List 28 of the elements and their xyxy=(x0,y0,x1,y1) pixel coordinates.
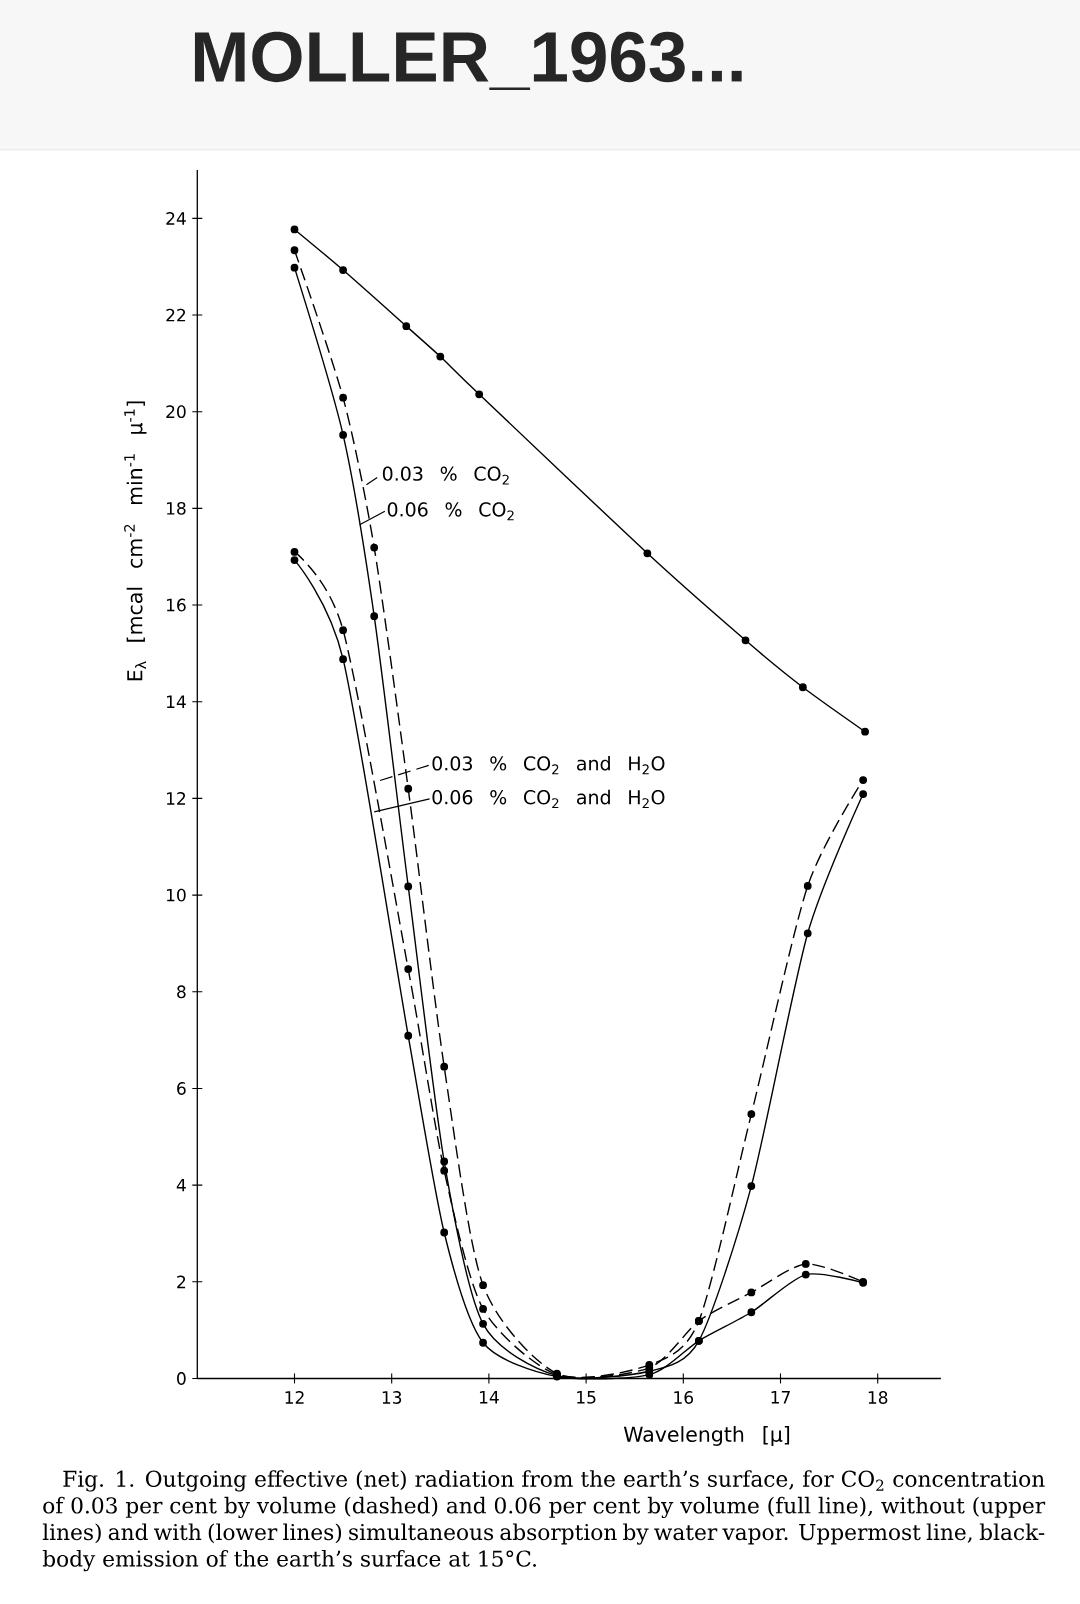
y-tick-label: 6 xyxy=(177,1082,186,1095)
y-tick-label: 2 xyxy=(177,1275,186,1289)
y-tick-label: 12 xyxy=(167,792,186,805)
x-axis-title: Wavelength [μ] xyxy=(623,1426,790,1446)
y-tick-label: 24 xyxy=(166,212,186,225)
caption: Fig. 1. Outgoing effective (net) radiation from the earth’s surface, for CO$_{2}$ concentration of 0.03 per cent by volume (dashed) and 0.06 per cent by volume (full line), without (upper lines) and with (lower lines) simultaneous absorption by water vapor. Uppermost line, black-body emission of the earth’s surface at 15°C. xyxy=(42,1470,1046,1572)
legend-label: 0.06 % CO$_{2}$ xyxy=(387,502,514,521)
x-tick-label: 17 xyxy=(771,1391,790,1404)
y-tick-label: 20 xyxy=(166,405,186,419)
y-tick-label: 18 xyxy=(167,501,186,515)
y-tick-label: 22 xyxy=(166,308,186,322)
y-tick-label: 14 xyxy=(167,695,186,708)
x-tick-label: 15 xyxy=(577,1391,596,1404)
y-tick-label: 0 xyxy=(177,1372,186,1385)
x-tick-label: 16 xyxy=(674,1391,694,1404)
x-tick-label: 13 xyxy=(382,1391,402,1404)
text: 0.06 % CO$_{2}$ and H$_{2}$O xyxy=(432,789,665,809)
y-tick-label: 8 xyxy=(177,985,186,999)
y-tick-label: 10 xyxy=(167,888,186,902)
text: E$_{λ}$ [mcal cm$^{-2}$ min$^{-1}$ μ$^{-1}$] xyxy=(124,401,147,681)
y-tick-label: 4 xyxy=(176,1178,186,1192)
x-tick-label: 14 xyxy=(479,1391,499,1404)
y-tick-label: 16 xyxy=(167,598,186,612)
x-tick-label: 18 xyxy=(868,1391,888,1404)
legend-label: 0.03 % CO$_{2}$ xyxy=(382,466,509,485)
x-tick-label: 12 xyxy=(285,1391,304,1404)
chart-title: MOLLER_1963... xyxy=(194,31,742,91)
text: 0.03 % CO$_{2}$ and H$_{2}$O xyxy=(432,755,665,775)
